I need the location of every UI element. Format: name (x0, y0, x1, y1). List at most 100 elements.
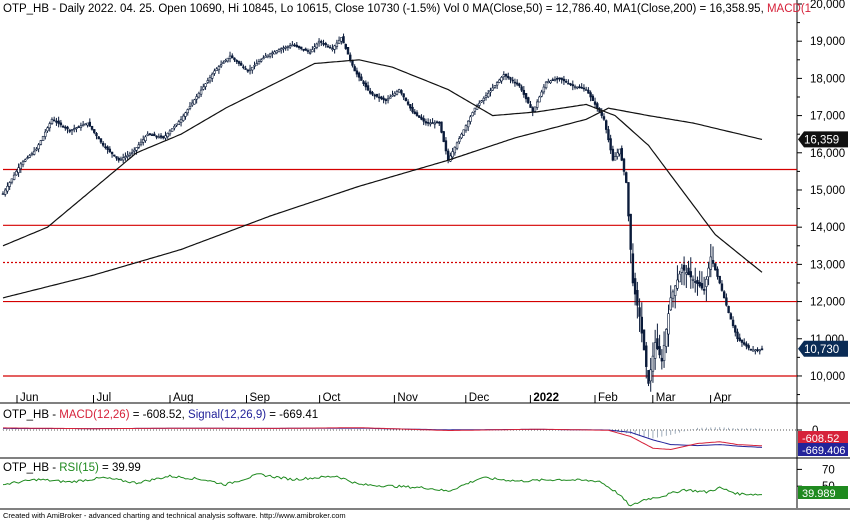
rsi-value-tag: 39.989 (798, 486, 848, 500)
candle-body (32, 150, 36, 155)
candle-body (39, 140, 43, 145)
candle-body (638, 307, 641, 317)
candle-body (150, 134, 154, 136)
candle-body (179, 119, 183, 123)
candle-body (37, 144, 40, 150)
candle-body (300, 46, 303, 49)
candle-body (451, 151, 454, 158)
candle-body (618, 148, 621, 155)
candle-body (322, 43, 325, 45)
candle-body (130, 152, 134, 155)
header-ma200: MA1(Close,200) = 16,358.95, (613, 3, 767, 15)
macd-value-tag-text: -608.52 (802, 433, 839, 445)
candle-body (718, 275, 721, 284)
candle-body (749, 348, 753, 351)
x-tick-label: Feb (598, 392, 618, 404)
x-tick-label: Dec (469, 392, 490, 404)
candle-body (371, 92, 374, 95)
candle-body (449, 155, 452, 162)
candle-body (284, 46, 287, 49)
candle-body (108, 148, 112, 153)
candle-body (556, 78, 559, 80)
candle-body (527, 97, 530, 104)
candle-body (524, 93, 528, 100)
candle-body (576, 86, 579, 89)
candle-body (493, 85, 497, 88)
candle-body (400, 90, 403, 94)
candle-body (213, 70, 216, 74)
candle-body (736, 331, 739, 340)
rsi-line (2, 473, 762, 507)
candle-body (101, 142, 105, 146)
candle-body (413, 111, 416, 115)
x-tick-label: Jul (97, 392, 112, 404)
candle-body (99, 138, 103, 143)
candle-body (173, 125, 176, 129)
candle-body (489, 90, 492, 93)
rsi-y-tick-label: 70 (822, 464, 835, 476)
candle-body (716, 268, 719, 277)
candle-body (711, 260, 715, 264)
candle-body (442, 131, 445, 142)
candle-body (186, 109, 189, 114)
candle-body (660, 357, 664, 362)
macd-value-tag: -608.52 (798, 431, 848, 445)
candle-body (44, 131, 47, 137)
candle-body (580, 87, 583, 89)
candle-body (471, 112, 474, 117)
rsi-value-tag-bg (798, 486, 848, 499)
candle-body (671, 291, 675, 299)
candle-body (46, 127, 49, 132)
candle-body (204, 83, 207, 87)
candle-body (235, 60, 238, 62)
candle-body (119, 158, 123, 161)
candle-body (533, 106, 537, 112)
candle-body (547, 81, 550, 84)
candle-body (59, 122, 63, 126)
price-header: OTP_HB - Daily 2022. 04. 25. Open 10690,… (3, 3, 811, 15)
candle-body (79, 125, 83, 128)
candle-body (375, 93, 379, 97)
candle-body (70, 129, 74, 131)
candle-body (264, 55, 267, 58)
y-tick-label: 15,000 (810, 185, 845, 197)
candle-body (444, 140, 448, 152)
candle-body (426, 122, 430, 124)
candle-body (662, 344, 666, 361)
candle-body (651, 355, 655, 372)
candle-body (418, 115, 421, 118)
ma200-line (2, 107, 763, 299)
candle-body (591, 95, 595, 102)
rsi-header: OTP_HB - RSI(15) = 39.99 (3, 462, 141, 474)
candle-body (115, 156, 118, 159)
candle-body (88, 121, 92, 127)
ma200-value-tag: 16,359 (798, 131, 848, 148)
candle-body (208, 77, 212, 82)
y-tick-label: 17,000 (810, 111, 845, 123)
candle-body (604, 120, 608, 130)
candle-body (106, 146, 109, 150)
candle-body (397, 89, 401, 93)
candle-body (504, 73, 508, 77)
candle-body (747, 345, 750, 349)
candle-body (438, 121, 441, 124)
price-panel: 10,00011,00012,00013,00014,00015,00016,0… (0, 0, 850, 508)
candle-body (291, 44, 294, 47)
macd-line (3, 427, 763, 451)
candle-body (10, 178, 14, 183)
candle-body (199, 89, 203, 95)
candle-body (202, 86, 205, 90)
candle-body (620, 148, 623, 161)
candle-body (219, 64, 223, 67)
candle-body (500, 77, 503, 82)
y-tick-label: 20,000 (810, 0, 845, 11)
candle-body (740, 339, 744, 343)
candle-body (380, 96, 383, 99)
candle-body (280, 48, 283, 51)
candle-body (535, 101, 539, 108)
candle-body (8, 182, 11, 187)
header-macd-trunc: MACD(1 (767, 3, 811, 15)
candle-body (709, 256, 713, 270)
candle-body (729, 313, 733, 320)
